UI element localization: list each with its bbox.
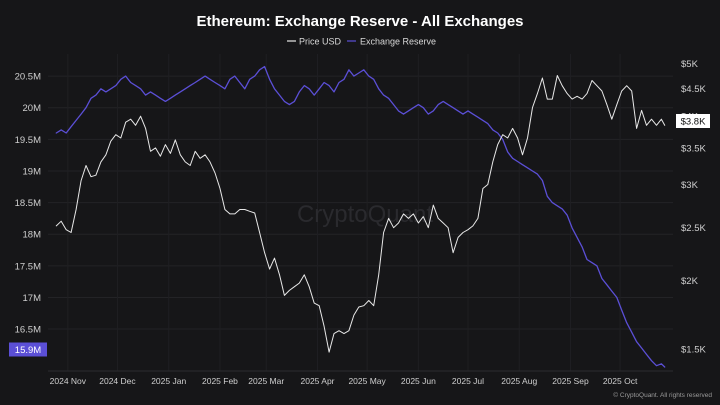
current-reserve-label: 15.9M bbox=[15, 345, 41, 356]
current-reserve-badge: 15.9M bbox=[9, 342, 47, 357]
chart-title: Ethereum: Exchange Reserve - All Exchang… bbox=[196, 13, 523, 30]
y-right-tick-label: $3.5K bbox=[681, 143, 706, 154]
y-left-tick-label: 18M bbox=[23, 230, 42, 241]
series-layer bbox=[55, 65, 666, 368]
legend-item-price[interactable]: Price USD bbox=[299, 37, 342, 47]
y-left-tick-label: 20M bbox=[23, 103, 42, 114]
y-right-tick-label: $5K bbox=[681, 59, 699, 70]
x-tick-label: 2025 Feb bbox=[202, 376, 238, 386]
watermark: CryptoQuant bbox=[297, 201, 433, 228]
x-tick-label: 2025 Oct bbox=[603, 376, 638, 386]
x-tick-label: 2025 Sep bbox=[552, 376, 589, 386]
x-tick-label: 2025 Aug bbox=[501, 376, 537, 386]
x-tick-label: 2025 Mar bbox=[248, 376, 284, 386]
series-line-exchange-reserve bbox=[55, 65, 666, 368]
y-right-tick-label: $2K bbox=[681, 276, 699, 287]
y-right-tick-label: $3K bbox=[681, 180, 699, 191]
x-tick-label: 2025 Jan bbox=[151, 376, 186, 386]
copyright-text: © CryptoQuant. All rights reserved bbox=[613, 391, 712, 399]
legend: Price USD Exchange Reserve bbox=[287, 37, 436, 47]
y-right-tick-label: $1.5K bbox=[681, 344, 706, 355]
axes: 16.5M 17M 17.5M 18M 18.5M 19M 19.5M 20M 20.5M $1.… bbox=[15, 59, 707, 386]
grid bbox=[48, 54, 673, 372]
current-price-badge: $3.8K bbox=[676, 114, 710, 128]
current-price-badge-bg bbox=[676, 114, 710, 128]
y-right-tick-label: $4.5K bbox=[681, 84, 706, 95]
x-tick-label: 2024 Nov bbox=[50, 376, 87, 386]
y-left-tick-label: 16.5M bbox=[15, 325, 41, 336]
y-left-tick-label: 19M bbox=[23, 166, 42, 177]
x-tick-label: 2025 Jun bbox=[401, 376, 436, 386]
x-tick-label: 2024 Dec bbox=[99, 376, 136, 386]
y-left-tick-label: 17M bbox=[23, 293, 42, 304]
y-left-tick-label: 20.5M bbox=[15, 72, 41, 83]
current-price-label: $3.8K bbox=[681, 117, 706, 128]
y-left-tick-label: 19.5M bbox=[15, 135, 41, 146]
y-left-tick-label: 17.5M bbox=[15, 261, 41, 272]
current-reserve-badge-bg bbox=[9, 342, 47, 357]
series-line-price-usd bbox=[55, 75, 666, 353]
x-tick-label: 2025 May bbox=[348, 376, 386, 386]
legend-item-reserve[interactable]: Exchange Reserve bbox=[360, 37, 436, 47]
y-right-tick-label: $2.5K bbox=[681, 223, 706, 234]
x-tick-label: 2025 Jul bbox=[452, 376, 484, 386]
y-left-tick-label: 18.5M bbox=[15, 198, 41, 209]
x-tick-label: 2025 Apr bbox=[300, 376, 334, 386]
